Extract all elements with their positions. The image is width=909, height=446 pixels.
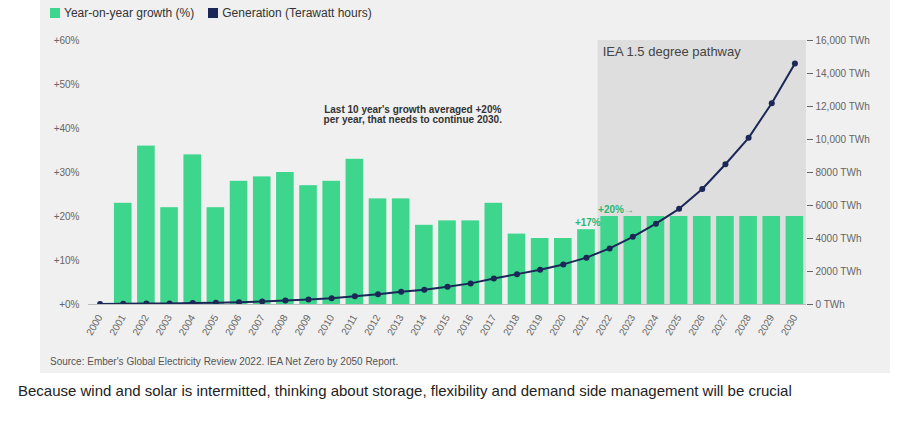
svg-text:2009: 2009 (292, 312, 313, 337)
svg-text:2028: 2028 (732, 312, 753, 337)
svg-text:2022: 2022 (593, 312, 614, 337)
svg-text:2002: 2002 (130, 312, 151, 337)
svg-text:+30%: +30% (54, 167, 80, 178)
svg-text:2023: 2023 (617, 312, 638, 337)
svg-text:2003: 2003 (153, 312, 174, 337)
svg-text:+50%: +50% (54, 79, 80, 90)
svg-text:2025: 2025 (663, 312, 684, 337)
svg-text:+17%: +17% (575, 217, 601, 228)
svg-text:2015: 2015 (431, 312, 452, 337)
svg-text:2007: 2007 (246, 312, 267, 337)
svg-text:2027: 2027 (709, 312, 730, 337)
svg-text:2010: 2010 (316, 312, 337, 337)
html-text:Source: Ember's Global Electri: Source: Ember's Global Electricity Revie… (50, 356, 399, 367)
svg-text:2017: 2017 (478, 312, 499, 337)
svg-text:2001: 2001 (107, 312, 128, 337)
html-text:Generation (Terawatt hours): Generation (Terawatt hours) (222, 6, 372, 20)
svg-text:+20%: +20% (54, 211, 80, 222)
svg-text:2019: 2019 (524, 312, 545, 337)
svg-text:2000: 2000 (84, 312, 105, 337)
svg-text:2008: 2008 (269, 312, 290, 337)
html-text:Year-on-year growth (%): Year-on-year growth (%) (64, 6, 195, 20)
svg-text:2012: 2012 (362, 312, 383, 337)
svg-text:Last 10 year's growth averaged: Last 10 year's growth averaged +20%per y… (324, 104, 503, 125)
svg-text:2029: 2029 (756, 312, 777, 337)
svg-text:2021: 2021 (570, 312, 591, 337)
svg-text:+20%→: +20%→ (598, 204, 634, 215)
svg-text:12,000 TWh: 12,000 TWh (816, 101, 870, 112)
svg-text:0 TWh: 0 TWh (816, 299, 845, 310)
svg-text:2011: 2011 (339, 312, 359, 337)
svg-text:2005: 2005 (200, 312, 221, 337)
svg-text:+10%: +10% (54, 255, 80, 266)
svg-text:2018: 2018 (501, 312, 522, 337)
svg-text:2013: 2013 (385, 312, 406, 337)
svg-text:2000 TWh: 2000 TWh (816, 266, 862, 277)
svg-text:IEA 1.5 degree pathway: IEA 1.5 degree pathway (603, 44, 742, 59)
svg-text:8000 TWh: 8000 TWh (816, 167, 862, 178)
svg-text:10,000 TWh: 10,000 TWh (816, 134, 870, 145)
svg-text:4000 TWh: 4000 TWh (816, 233, 862, 244)
svg-text:+40%: +40% (54, 123, 80, 134)
svg-text:2026: 2026 (686, 312, 707, 337)
svg-text:16,000 TWh: 16,000 TWh (816, 35, 870, 46)
svg-text:2020: 2020 (547, 312, 568, 337)
svg-text:6000 TWh: 6000 TWh (816, 200, 862, 211)
svg-text:+60%: +60% (54, 35, 80, 46)
svg-text:2004: 2004 (177, 312, 198, 337)
svg-text:2006: 2006 (223, 312, 244, 337)
svg-text:+0%: +0% (59, 299, 79, 310)
svg-text:2016: 2016 (455, 312, 476, 337)
svg-text:2024: 2024 (640, 312, 661, 337)
svg-text:2030: 2030 (779, 312, 800, 337)
svg-text:14,000 TWh: 14,000 TWh (816, 68, 870, 79)
svg-text:2014: 2014 (408, 312, 429, 337)
html-text:Because wind and solar is inte: Because wind and solar is intermitted, t… (18, 382, 792, 399)
